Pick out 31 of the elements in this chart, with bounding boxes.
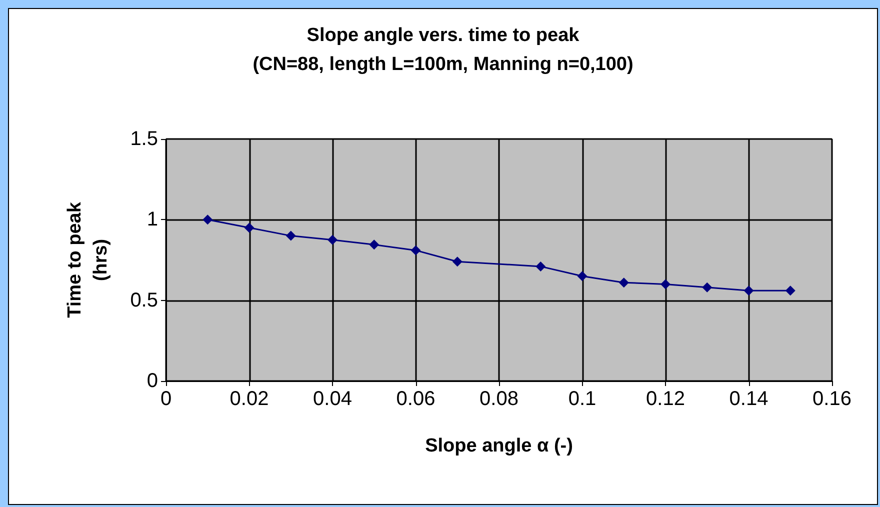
point bbox=[202, 214, 213, 225]
point bbox=[244, 222, 254, 233]
point bbox=[286, 230, 296, 241]
y-axis-title: Time to peak (hrs) bbox=[64, 202, 112, 318]
y-tick-label: 1 bbox=[146, 208, 158, 231]
point bbox=[369, 240, 380, 250]
x-tick-label: 0.14 bbox=[729, 388, 768, 410]
chart-title: Slope angle vers. time to peak bbox=[306, 25, 580, 46]
y-tick-label: 0 bbox=[146, 370, 158, 392]
x-tick-label: 0.12 bbox=[646, 388, 685, 410]
point bbox=[618, 278, 629, 288]
x-tick-label: 0.04 bbox=[313, 388, 352, 410]
point bbox=[785, 286, 796, 296]
point bbox=[744, 286, 754, 296]
point bbox=[328, 234, 338, 245]
point bbox=[452, 256, 462, 267]
x-tick-label: 0.08 bbox=[480, 388, 518, 410]
x-axis-title: Slope angle α (-) bbox=[425, 436, 573, 456]
chart-subtitle: (CN=88, length L=100m, Manning n=0,100) bbox=[252, 54, 634, 75]
x-tick-label: 0.06 bbox=[396, 388, 436, 410]
y-tick-label: 1.5 bbox=[130, 128, 158, 150]
x-tick-label: 0 bbox=[160, 388, 172, 410]
x-tick-label: 0.16 bbox=[812, 388, 852, 410]
x-tick-label: 0.02 bbox=[230, 388, 269, 410]
y-tick-label: 0.5 bbox=[130, 289, 158, 312]
x-tick-label: 0.1 bbox=[568, 388, 596, 410]
point bbox=[702, 282, 712, 292]
point bbox=[536, 261, 546, 272]
point bbox=[577, 271, 588, 282]
point bbox=[660, 279, 670, 290]
point bbox=[410, 245, 421, 256]
